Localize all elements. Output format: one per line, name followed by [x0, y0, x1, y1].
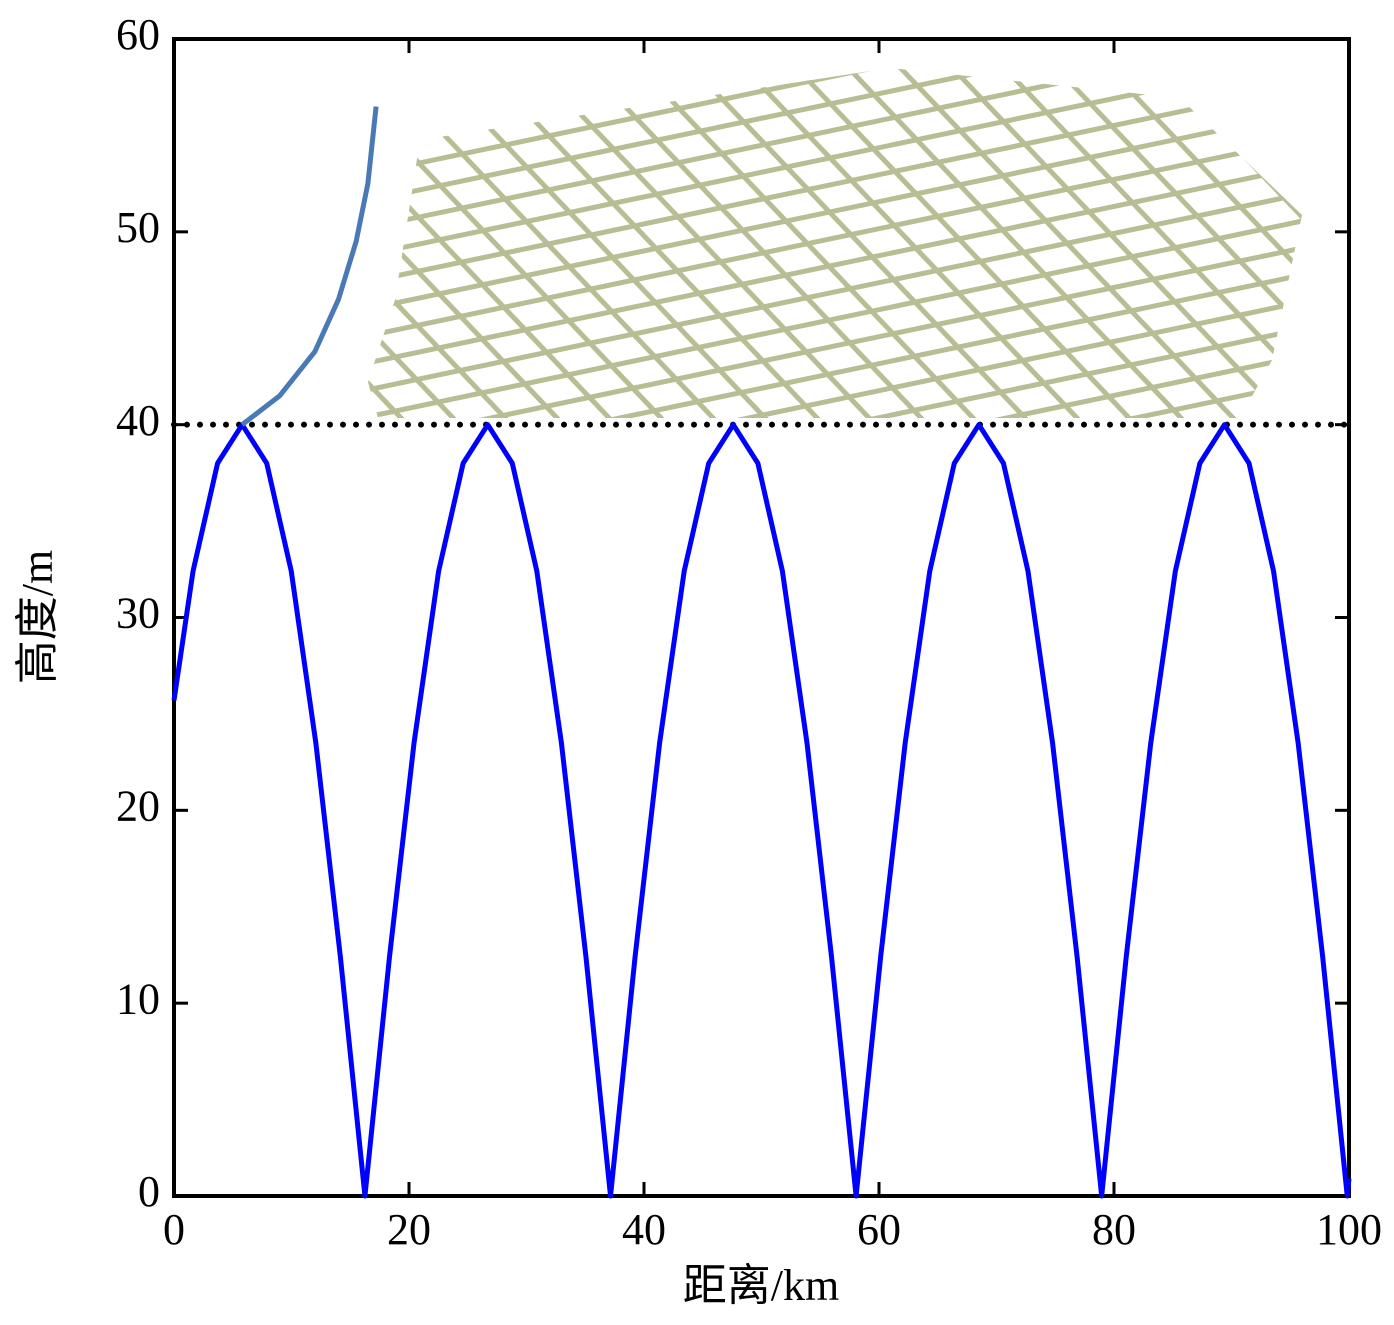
y-tick-label: 20: [116, 781, 160, 830]
mesh-line: [368, 235, 1302, 418]
mesh-line: [1028, 68, 1302, 418]
x-tick-label: 100: [1316, 1205, 1382, 1254]
x-tick-label: 0: [163, 1205, 185, 1254]
mesh-line: [368, 68, 424, 418]
y-tick-label: 40: [116, 396, 160, 445]
mesh-line: [560, 68, 944, 418]
net-illustration: [0, 40, 1350, 1133]
mesh-line: [456, 68, 840, 418]
mesh-line: [368, 343, 1302, 418]
mesh-line: [664, 68, 1048, 418]
mesh-line: [368, 68, 1302, 110]
y-tick-label: 0: [138, 1167, 160, 1216]
mesh-line: [368, 181, 1302, 407]
mesh-line: [300, 481, 1350, 701]
mesh-line: [368, 127, 1302, 353]
mesh-line: [1132, 68, 1302, 418]
mesh-line: [300, 670, 1350, 890]
data-line: [240, 106, 379, 427]
mesh-line: [924, 68, 1302, 418]
mesh-line: [1080, 68, 1302, 418]
mesh-line: [976, 68, 1302, 418]
x-tick-label: 60: [857, 1205, 901, 1254]
x-tick-label: 20: [387, 1205, 431, 1254]
y-tick-label: 30: [116, 589, 160, 638]
mesh-line: [1288, 68, 1302, 418]
mesh-line: [0, 40, 214, 440]
mesh-line: [300, 427, 1350, 647]
mesh-line: [300, 913, 1350, 1133]
y-axis-label: 高度/m: [13, 550, 62, 684]
mesh-line: [300, 832, 1350, 1052]
mesh-line: [300, 535, 1350, 755]
mesh-line: [368, 68, 528, 418]
mesh-line: [872, 68, 1256, 418]
mesh-line: [368, 68, 684, 418]
mesh-line: [768, 68, 1152, 418]
plot-frame: [172, 37, 1351, 1198]
mesh-line: [300, 508, 1350, 728]
mesh-line: [300, 751, 1350, 971]
mesh-line: [368, 68, 580, 418]
mesh-line: [1236, 68, 1302, 418]
mesh-line: [300, 616, 1350, 836]
data-line: [171, 422, 1352, 1199]
y-tick-label: 10: [116, 974, 160, 1023]
mesh-line: [368, 289, 1302, 418]
x-tick-label: 80: [1092, 1205, 1136, 1254]
x-axis-label: 距离/km: [683, 1261, 839, 1310]
mesh-line: [368, 397, 1302, 418]
mesh-line: [300, 562, 1350, 782]
y-tick-label: 50: [116, 203, 160, 252]
mesh-line: [0, 40, 110, 440]
mesh-line: [820, 68, 1204, 418]
mesh-line: [300, 589, 1350, 809]
mesh-line: [368, 68, 1302, 137]
mesh-line: [368, 68, 476, 418]
mesh-line: [612, 68, 996, 418]
mesh-line: [300, 643, 1350, 863]
x-tick-label: 40: [622, 1205, 666, 1254]
mesh-line: [368, 73, 1302, 299]
y-tick-label: 60: [116, 10, 160, 59]
mesh-line: [368, 68, 1302, 245]
mesh-line: [368, 68, 1302, 191]
mesh-line: [368, 68, 1302, 218]
mesh-line: [368, 68, 372, 418]
mesh-line: [716, 68, 1100, 418]
